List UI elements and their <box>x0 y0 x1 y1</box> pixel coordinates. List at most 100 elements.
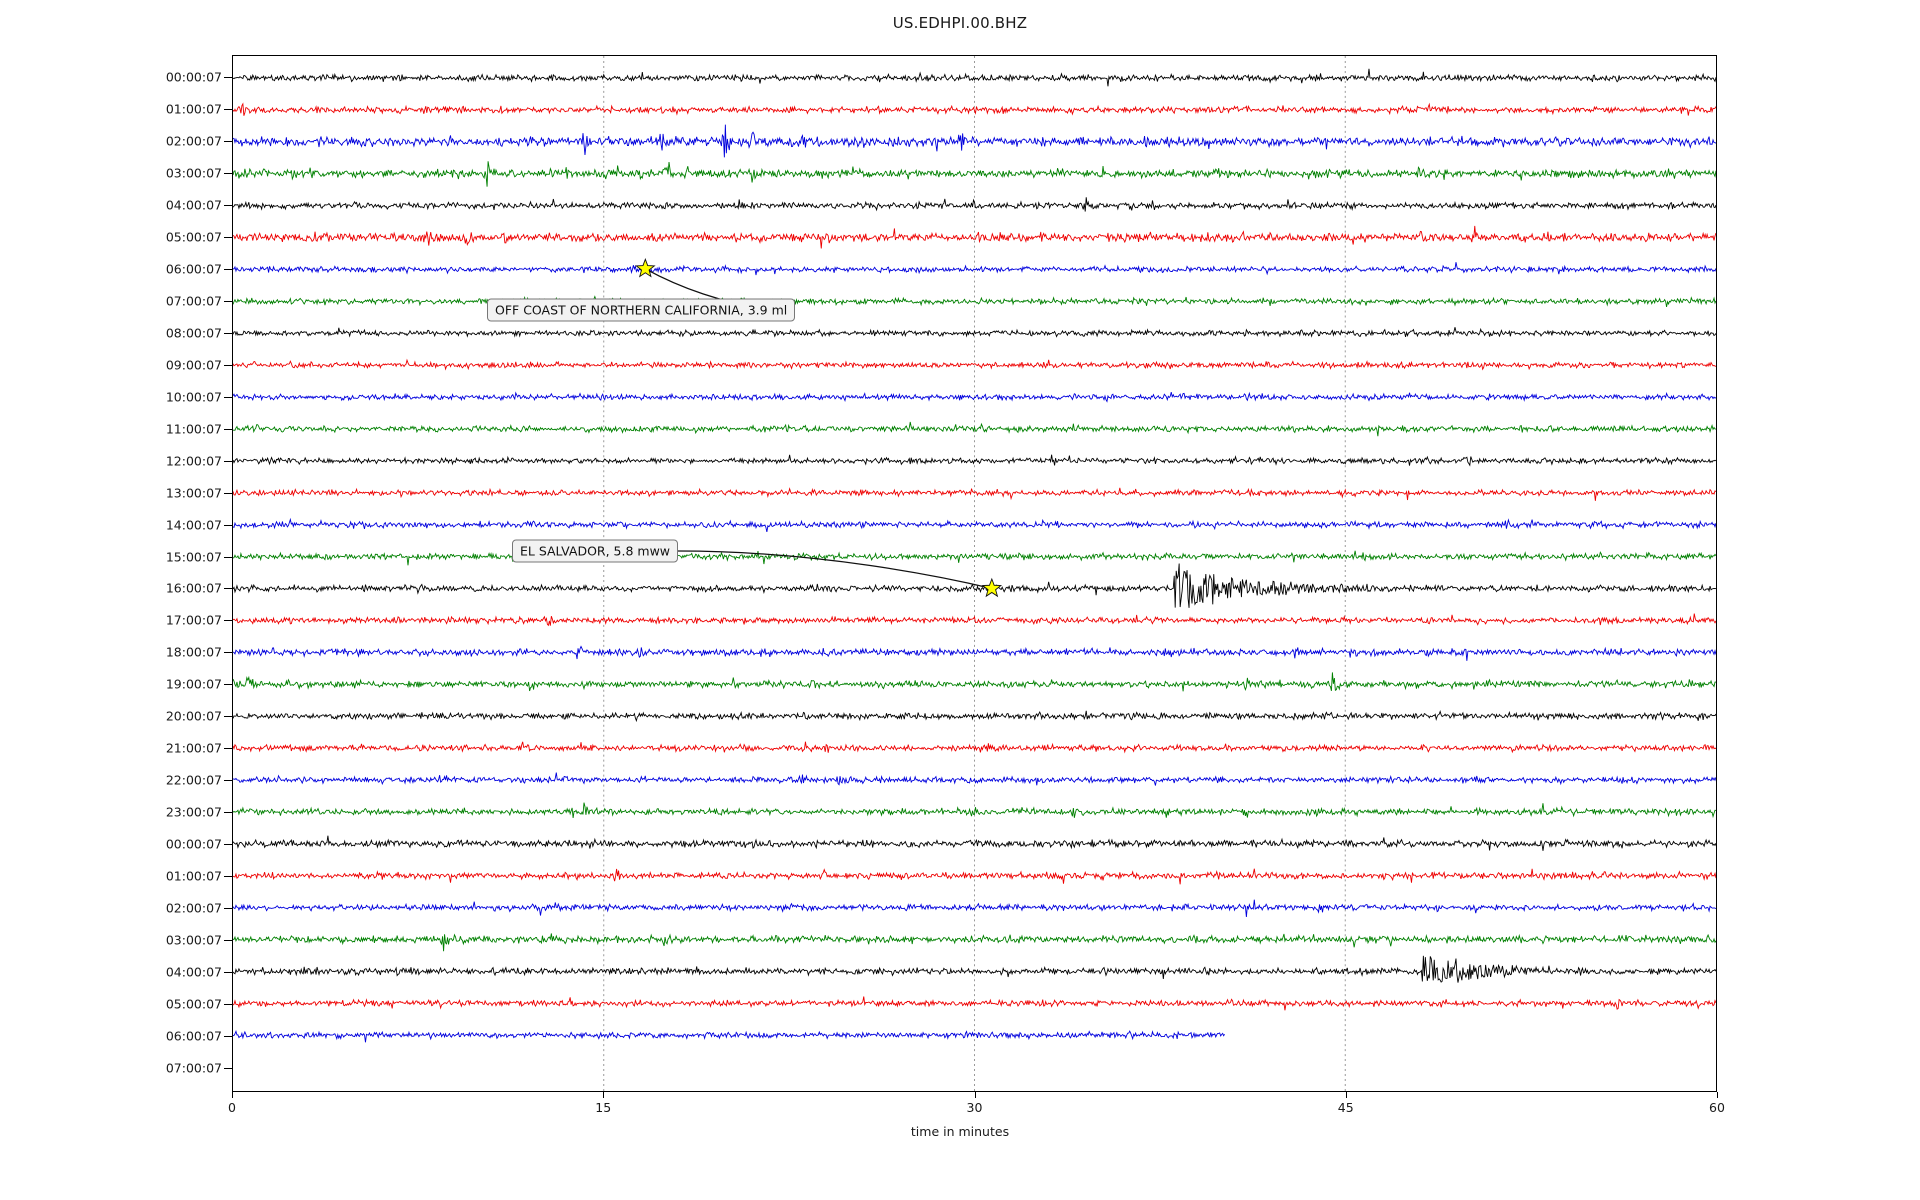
seismic-trace <box>233 197 1716 212</box>
y-axis-tick-label: 06:00:07 <box>165 1028 222 1044</box>
y-axis-tick-mark <box>224 268 232 270</box>
y-axis-tick-label: 10:00:07 <box>165 389 222 405</box>
seismic-trace <box>233 161 1716 187</box>
y-axis-tick-mark <box>224 652 232 654</box>
y-axis-tick-label: 01:00:07 <box>165 868 222 884</box>
y-axis-tick-mark <box>224 844 232 846</box>
y-axis-tick-label: 12:00:07 <box>165 453 222 469</box>
y-axis-tick-mark <box>224 684 232 686</box>
y-axis-tick-mark <box>224 780 232 782</box>
y-axis-tick-label: 14:00:07 <box>165 517 222 533</box>
y-axis-tick-mark <box>224 108 232 110</box>
y-axis-tick-mark <box>224 812 232 814</box>
seismic-trace <box>233 225 1716 249</box>
seismic-trace <box>233 868 1716 885</box>
y-axis-tick-label: 05:00:07 <box>165 996 222 1012</box>
seismic-trace <box>233 391 1716 403</box>
y-axis-tick-label: 05:00:07 <box>165 229 222 245</box>
y-axis-tick-mark <box>224 140 232 142</box>
seismic-trace <box>233 517 1716 532</box>
seismic-trace <box>233 613 1716 627</box>
y-axis-tick-mark <box>224 236 232 238</box>
y-axis-tick-label: 15:00:07 <box>165 549 222 565</box>
y-axis-tick-label: 22:00:07 <box>165 772 222 788</box>
x-axis-tick-mark <box>1717 1092 1718 1098</box>
x-axis-title: time in minutes <box>910 1124 1010 1139</box>
y-axis-tick-mark <box>224 364 232 366</box>
y-axis-tick-label: 04:00:07 <box>165 964 222 980</box>
y-axis-tick-label: 21:00:07 <box>165 740 222 756</box>
y-axis-tick-mark <box>224 972 232 974</box>
y-axis-tick-label: 00:00:07 <box>165 836 222 852</box>
seismic-trace <box>233 421 1716 437</box>
y-axis-tick-mark <box>224 172 232 174</box>
x-axis-tick-label: 0 <box>228 1100 236 1115</box>
y-axis-tick-label: 07:00:07 <box>165 293 222 309</box>
seismic-trace <box>233 295 1716 308</box>
plot-area <box>232 55 1717 1092</box>
x-axis-tick-mark <box>603 1092 605 1098</box>
y-axis-tick-mark <box>224 1036 232 1038</box>
y-axis-tick-mark <box>224 77 232 78</box>
y-axis-tick-mark <box>224 396 232 398</box>
y-axis-tick-label: 23:00:07 <box>165 804 222 820</box>
y-axis-tick-label: 00:00:07 <box>165 69 222 85</box>
seismic-trace <box>233 487 1716 501</box>
x-axis-tick-label: 45 <box>1337 1100 1354 1115</box>
seismic-trace <box>233 710 1716 723</box>
y-axis-tick-label: 20:00:07 <box>165 708 222 724</box>
x-axis-tick-mark <box>974 1092 976 1098</box>
y-axis-tick-label: 19:00:07 <box>165 676 222 692</box>
seismic-trace <box>233 835 1716 851</box>
y-axis-tick-mark <box>224 492 232 494</box>
y-axis-tick-mark <box>224 556 232 558</box>
x-axis-tick-label: 30 <box>966 1100 983 1115</box>
x-axis-tick-label: 15 <box>595 1100 612 1115</box>
seismic-trace <box>233 1029 1226 1043</box>
y-axis-tick-mark <box>224 524 232 526</box>
seismic-trace <box>233 327 1716 338</box>
y-axis-tick-label: 01:00:07 <box>165 101 222 117</box>
y-axis-tick-mark <box>224 300 232 302</box>
seismic-trace <box>233 124 1716 158</box>
earthquake-annotation-label: EL SALVADOR, 5.8 mww <box>512 539 679 563</box>
seismic-trace <box>233 102 1716 116</box>
seismic-trace <box>233 358 1716 371</box>
y-axis-tick-label: 06:00:07 <box>165 261 222 277</box>
seismic-trace <box>233 996 1716 1011</box>
y-axis-tick-mark <box>224 428 232 430</box>
seismic-trace <box>233 563 1716 608</box>
seismic-trace <box>233 772 1716 786</box>
y-axis-tick-label: 13:00:07 <box>165 485 222 501</box>
y-axis-tick-mark <box>224 748 232 750</box>
y-axis-tick-mark <box>224 716 232 718</box>
seismogram-canvas <box>233 56 1716 1091</box>
y-axis-tick-label: 02:00:07 <box>165 900 222 916</box>
y-axis-tick-mark <box>224 588 232 590</box>
seismic-trace <box>233 802 1716 819</box>
seismic-trace <box>233 68 1716 87</box>
y-axis-tick-mark <box>224 908 232 910</box>
y-axis-tick-label: 03:00:07 <box>165 932 222 948</box>
y-axis-tick-label: 09:00:07 <box>165 357 222 373</box>
y-axis-tick-label: 18:00:07 <box>165 644 222 660</box>
seismic-trace <box>233 899 1716 917</box>
x-axis-tick-mark <box>232 1092 233 1098</box>
seismic-trace <box>233 955 1716 983</box>
seismic-trace <box>233 741 1716 754</box>
seismic-trace <box>233 645 1716 661</box>
y-axis-tick-mark <box>224 332 232 334</box>
y-axis-tick-label: 11:00:07 <box>165 421 222 437</box>
y-axis-tick-mark <box>224 940 232 942</box>
seismic-trace <box>233 262 1716 276</box>
y-axis-tick-label: 17:00:07 <box>165 612 222 628</box>
x-axis-tick-mark <box>1345 1092 1347 1098</box>
y-axis-tick-label: 02:00:07 <box>165 133 222 149</box>
y-axis-tick-label: 16:00:07 <box>165 580 222 596</box>
y-axis-tick-label: 08:00:07 <box>165 325 222 341</box>
y-axis-tick-label: 03:00:07 <box>165 165 222 181</box>
page-title: US.EDHPI.00.BHZ <box>892 14 1028 32</box>
y-axis-tick-mark <box>224 620 232 622</box>
y-axis-tick-label: 07:00:07 <box>165 1060 222 1076</box>
